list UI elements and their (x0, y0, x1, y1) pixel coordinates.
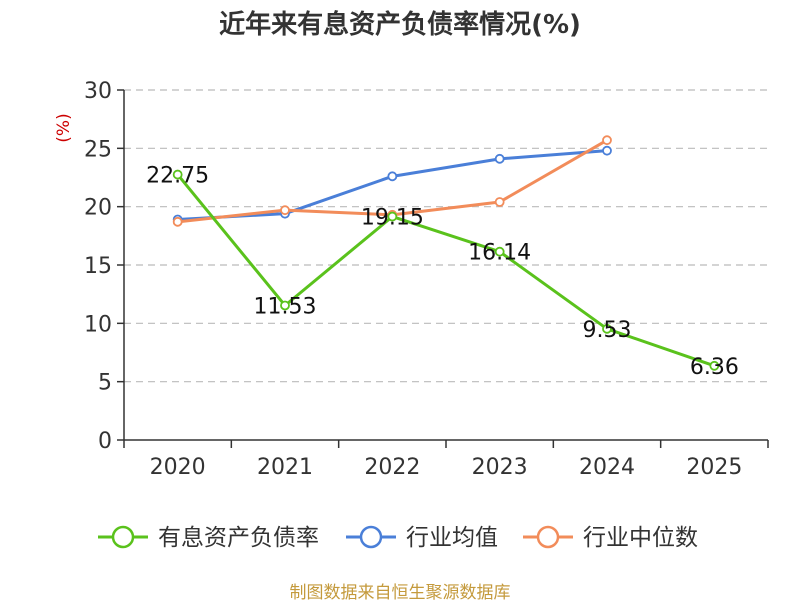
data-point (494, 246, 505, 257)
data-label: 11.53 (254, 294, 317, 319)
data-point (494, 153, 505, 164)
source-note: 制图数据来自恒生聚源数据库 (289, 583, 511, 603)
data-point (602, 323, 612, 334)
data-labels: 22.75 11.53 19.15 16.14 9.53 6.36 (146, 164, 739, 380)
data-point (280, 205, 290, 216)
data-point (387, 171, 398, 182)
data-point (602, 145, 612, 156)
data-point (172, 169, 183, 180)
legend: 有息资产负债率 行业均值 行业中位数 (98, 525, 698, 551)
legend-label: 有息资产负债率 (158, 525, 319, 551)
x-tick-label: 2022 (364, 455, 420, 480)
chart-title: 近年来有息资产负债率情况(%) (219, 10, 581, 40)
x-tick-label: 2024 (579, 455, 635, 480)
legend-marker-2 (536, 525, 560, 549)
y-tick-label: 10 (84, 312, 112, 337)
x-tick-label: 2020 (150, 455, 206, 480)
data-point (280, 300, 290, 311)
legend-label: 行业均值 (406, 525, 498, 551)
data-point (387, 211, 398, 222)
data-point (172, 216, 183, 227)
series-line-0 (176, 173, 715, 368)
series-lines (172, 135, 720, 371)
y-tick-label: 20 (84, 196, 112, 221)
gridlines (124, 89, 768, 383)
data-label: 6.36 (690, 355, 739, 380)
y-tick-label: 30 (84, 79, 112, 104)
x-tick-label: 2021 (257, 455, 313, 480)
data-label: 16.14 (468, 241, 531, 266)
data-point (709, 360, 720, 371)
y-axis-unit-label: (%) (54, 113, 74, 142)
x-tick-label: 2025 (686, 455, 742, 480)
data-label: 9.53 (583, 318, 632, 343)
y-tick-label: 25 (84, 137, 112, 162)
x-tick-label: 2023 (472, 455, 528, 480)
y-tick-label: 15 (84, 254, 112, 279)
data-label: 22.75 (146, 164, 209, 189)
data-label: 19.15 (361, 206, 424, 231)
data-point (602, 135, 612, 146)
legend-marker-1 (359, 525, 383, 549)
y-tick-label: 5 (98, 371, 112, 396)
data-point (494, 197, 505, 207)
legend-label: 行业中位数 (583, 525, 698, 551)
legend-marker-0 (111, 525, 135, 549)
y-tick-label: 0 (98, 429, 112, 454)
